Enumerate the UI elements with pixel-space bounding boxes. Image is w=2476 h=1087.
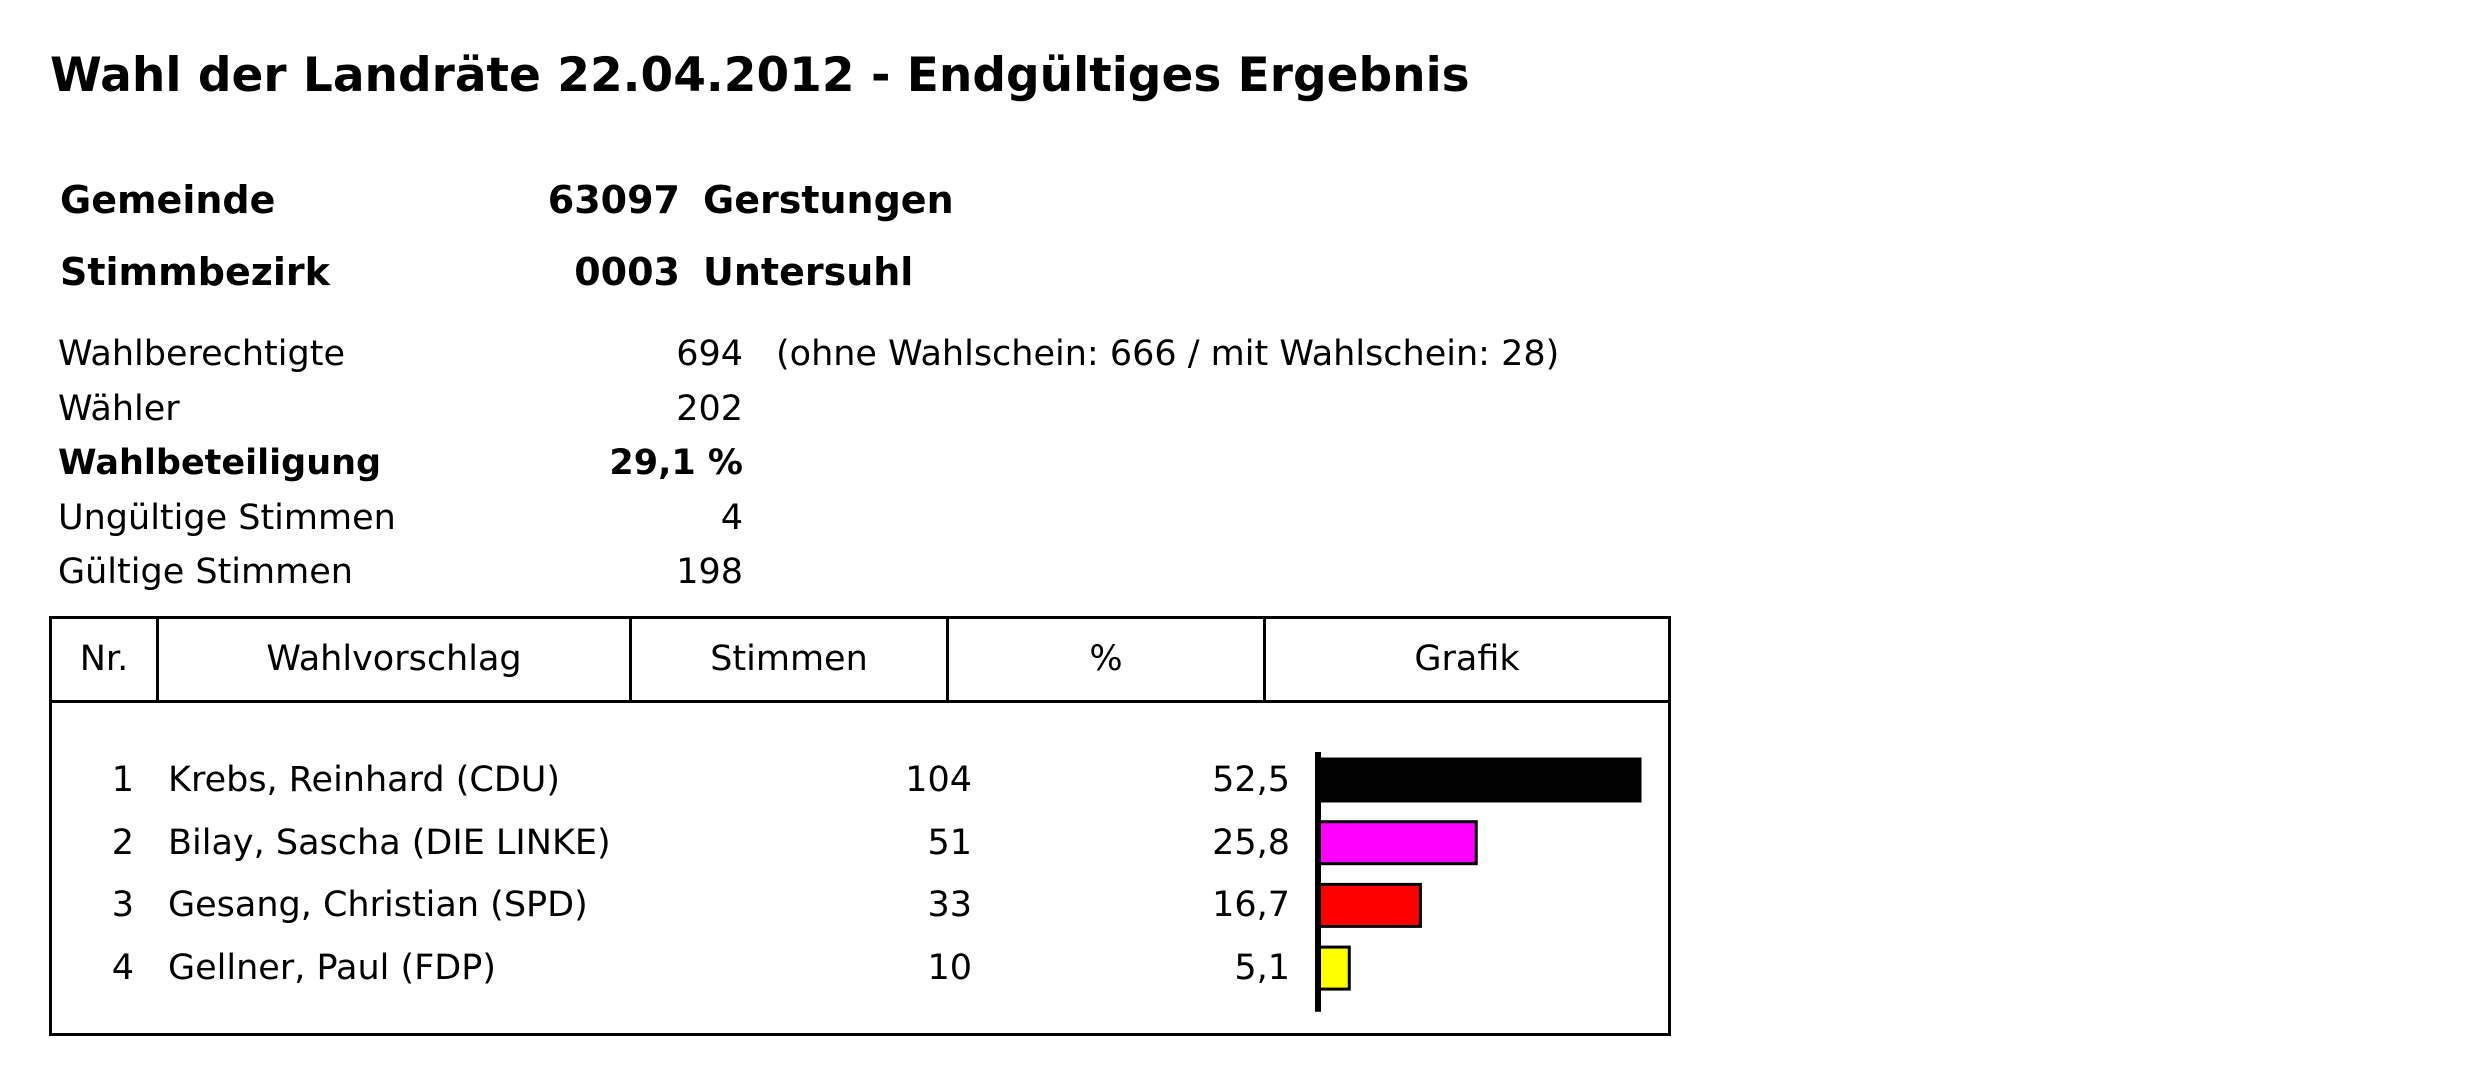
gueltige-value: 198 [676, 552, 743, 592]
waehler-label: Wähler [58, 389, 180, 429]
stimmbezirk-name: Untersuhl [703, 250, 914, 294]
header-nr: Nr. [52, 619, 159, 700]
header-wahlvorschlag: Wahlvorschlag [159, 619, 632, 700]
header-prozent: % [949, 619, 1266, 700]
table-row: 1 Krebs, Reinhard (CDU) 104 52,5 [52, 749, 1668, 811]
grafik-bar [1316, 882, 1422, 928]
row-stimmen: 104 [905, 760, 972, 800]
row-stimmen: 33 [927, 885, 972, 925]
gemeinde-code: 63097 [547, 178, 680, 222]
gemeinde-label: Gemeinde [60, 178, 276, 222]
row-nr: 1 [111, 760, 134, 800]
table-row: 3 Gesang, Christian (SPD) 33 16,7 [52, 874, 1668, 936]
header-grafik: Grafik [1414, 639, 1520, 679]
row-name: Gellner, Paul (FDP) [168, 948, 496, 988]
row-nr: 3 [111, 885, 134, 925]
grafik-chart [1315, 752, 1642, 1012]
page-title: Wahl der Landräte 22.04.2012 - Endgültig… [50, 48, 1470, 103]
row-nr: 4 [111, 948, 134, 988]
row-prozent: 16,7 [1212, 885, 1290, 925]
ungueltige-label: Ungültige Stimmen [58, 498, 396, 538]
table-header: Nr. Wahlvorschlag Stimmen % Grafik [52, 619, 1668, 703]
wahlberechtigte-value: 694 [676, 334, 743, 374]
waehler-value: 202 [676, 389, 743, 429]
header-stimmen: Stimmen [632, 619, 949, 700]
row-name: Gesang, Christian (SPD) [168, 885, 588, 925]
grafik-bar [1316, 820, 1478, 866]
results-table: Nr. Wahlvorschlag Stimmen % Grafik 1 Kre… [49, 616, 1671, 1036]
row-name: Bilay, Sascha (DIE LINKE) [168, 823, 611, 863]
wahlberechtigte-label: Wahlberechtigte [58, 334, 345, 374]
grafik-bar [1316, 945, 1351, 991]
wahlbeteiligung-value: 29,1 % [609, 443, 743, 483]
row-prozent: 52,5 [1212, 760, 1290, 800]
table-row: 2 Bilay, Sascha (DIE LINKE) 51 25,8 [52, 812, 1668, 874]
row-stimmen: 10 [927, 948, 972, 988]
row-name: Krebs, Reinhard (CDU) [168, 760, 561, 800]
stimmbezirk-code: 0003 [574, 250, 680, 294]
wahlschein-info: (ohne Wahlschein: 666 / mit Wahlschein: … [776, 334, 1560, 374]
gueltige-label: Gültige Stimmen [58, 552, 353, 592]
table-row: 4 Gellner, Paul (FDP) 10 5,1 [52, 937, 1668, 999]
row-prozent: 5,1 [1234, 948, 1290, 988]
grafik-bar [1316, 757, 1642, 803]
ungueltige-value: 4 [720, 498, 743, 538]
gemeinde-name: Gerstungen [703, 178, 954, 222]
stimmbezirk-label: Stimmbezirk [60, 250, 330, 294]
row-prozent: 25,8 [1212, 823, 1290, 863]
wahlbeteiligung-label: Wahlbeteiligung [58, 443, 382, 483]
row-nr: 2 [111, 823, 134, 863]
row-stimmen: 51 [927, 823, 972, 863]
